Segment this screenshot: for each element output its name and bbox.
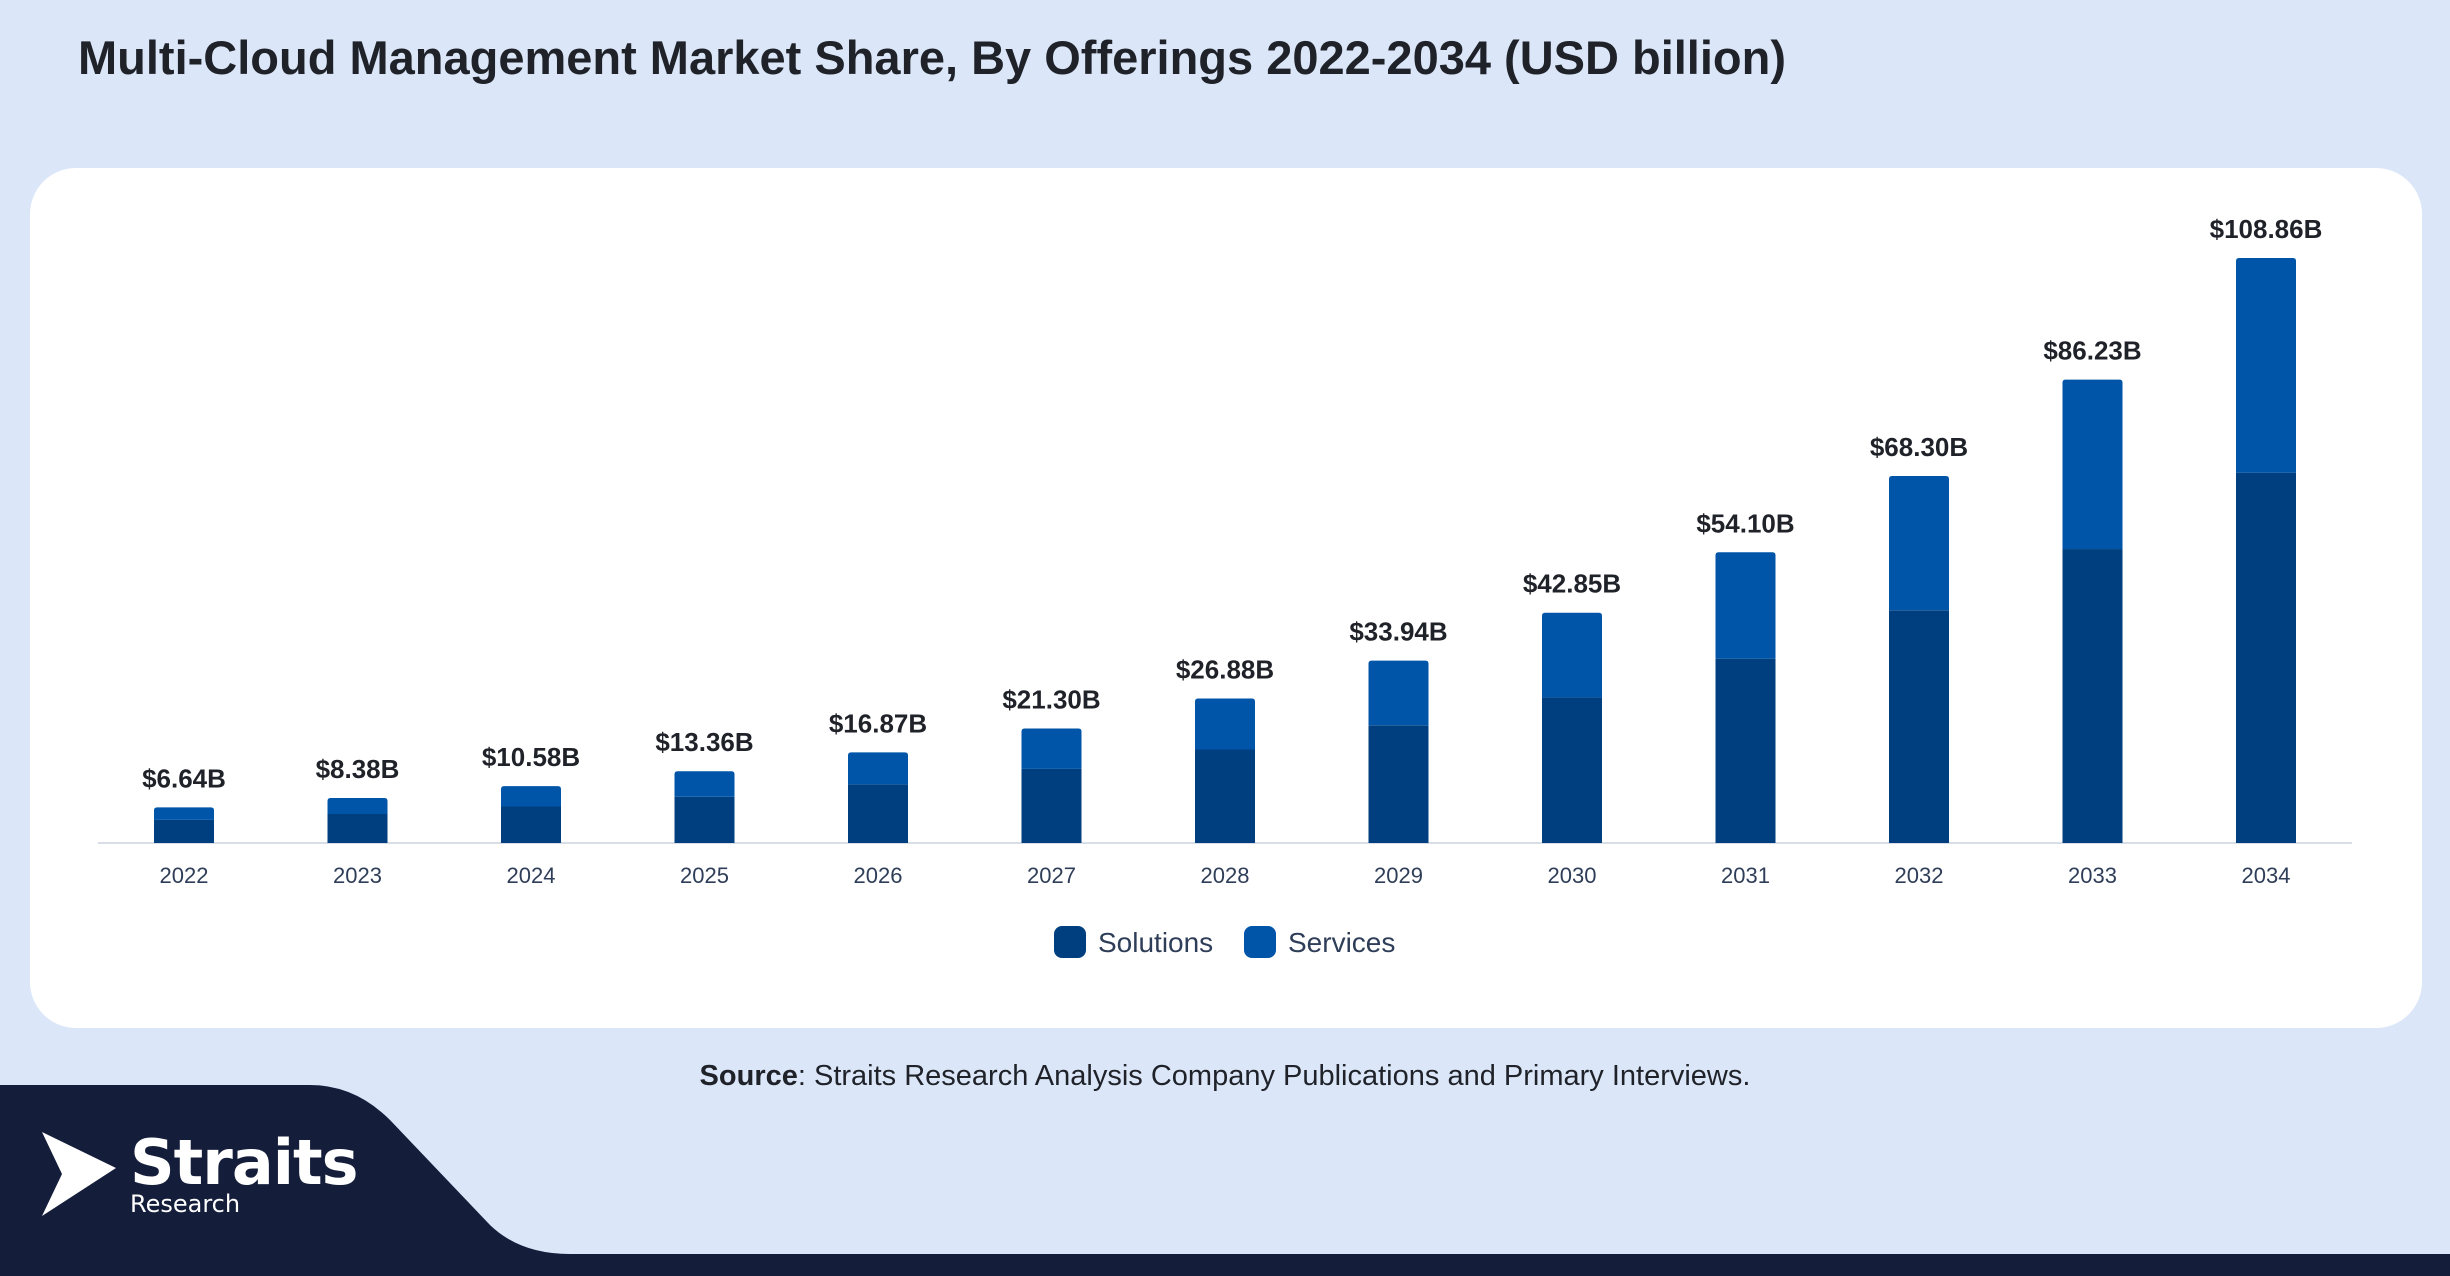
x-tick-label: 2023: [333, 863, 382, 888]
bar-segment-solutions: [1368, 725, 1429, 843]
bar-total-label: $8.38B: [316, 754, 400, 784]
bar-total-label: $6.64B: [142, 763, 226, 793]
page-title: Multi-Cloud Management Market Share, By …: [78, 31, 1786, 84]
bar-total-label: $108.86B: [2210, 214, 2323, 244]
bar-segment-services: [1715, 552, 1776, 659]
bar-segment-services: [2062, 379, 2123, 550]
x-tick-label: 2026: [854, 863, 903, 888]
bar-segment-services: [501, 786, 561, 807]
bar-total-label: $10.58B: [482, 742, 580, 772]
bar-segment-solutions: [2062, 549, 2123, 843]
bar-segment-solutions: [1195, 749, 1255, 843]
bar-segment-services: [1542, 612, 1602, 698]
bar-segment-solutions: [2236, 472, 2296, 843]
x-tick-label: 2034: [2242, 863, 2291, 888]
bar-total-label: $68.30B: [1870, 432, 1968, 462]
bar-segment-solutions: [1021, 768, 1082, 843]
bar-total-label: $33.94B: [1349, 617, 1447, 647]
bar-segment-services: [2236, 258, 2296, 473]
bar-segment-solutions: [1889, 610, 1949, 843]
bar-total-label: $54.10B: [1696, 508, 1794, 538]
x-tick-label: 2033: [2068, 863, 2117, 888]
legend-swatch-solutions: [1054, 926, 1086, 958]
bar-segment-services: [154, 807, 214, 820]
x-tick-label: 2031: [1721, 863, 1770, 888]
brand-subtitle: Research: [130, 1190, 241, 1218]
brand-name: Straits: [130, 1126, 358, 1199]
bar-segment-services: [848, 752, 908, 785]
bar-total-label: $26.88B: [1176, 655, 1274, 685]
brand-logo: Straits Research: [38, 1126, 358, 1230]
legend-label-solutions: Solutions: [1098, 927, 1213, 958]
bar-total-label: $86.23B: [2043, 336, 2141, 366]
x-tick-label: 2027: [1027, 863, 1076, 888]
bar-segment-services: [1021, 728, 1082, 769]
source-text: : Straits Research Analysis Company Publ…: [797, 1060, 1751, 1092]
bar-total-label: $21.30B: [1002, 685, 1100, 715]
x-tick-label: 2032: [1895, 863, 1944, 888]
legend-swatch-services: [1244, 926, 1276, 958]
bar-segment-services: [1889, 475, 1949, 611]
bar-total-label: $13.36B: [655, 727, 753, 757]
bar-segment-solutions: [1542, 697, 1602, 843]
x-tick-label: 2029: [1374, 863, 1423, 888]
x-tick-label: 2028: [1201, 863, 1250, 888]
bar-segment-services: [674, 771, 735, 797]
bar-segment-solutions: [848, 784, 908, 843]
bar-segment-solutions: [154, 819, 214, 843]
x-tick-label: 2024: [507, 863, 556, 888]
bar-segment-solutions: [327, 813, 388, 843]
source-note: Source: Straits Research Analysis Compan…: [0, 1060, 2450, 1093]
bar-segment-solutions: [501, 806, 561, 843]
footer-band: [0, 1085, 2450, 1276]
bar-segment-services: [327, 797, 388, 814]
bar-segment-services: [1195, 698, 1255, 750]
bar-segment-solutions: [674, 796, 735, 843]
chart-card: [30, 168, 2422, 1028]
flag-logo-icon: [42, 1132, 116, 1216]
x-tick-label: 2022: [160, 863, 209, 888]
bar-total-label: $16.87B: [829, 708, 927, 738]
bar-segment-services: [1368, 660, 1429, 726]
x-tick-label: 2025: [680, 863, 729, 888]
x-tick-label: 2030: [1548, 863, 1597, 888]
bar-total-label: $42.85B: [1523, 569, 1621, 599]
bar-segment-solutions: [1715, 658, 1776, 843]
source-label: Source: [699, 1060, 798, 1092]
legend-label-services: Services: [1288, 927, 1395, 958]
